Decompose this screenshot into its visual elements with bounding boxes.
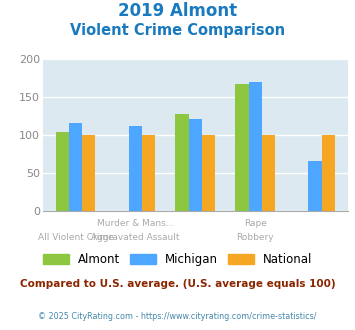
Bar (175, 114, 189, 211)
Bar (235, 84, 248, 211)
Bar (129, 126, 142, 211)
Bar (262, 135, 275, 211)
Bar (248, 82, 262, 211)
Bar (322, 135, 335, 211)
Bar (69, 123, 82, 211)
Text: Murder & Mans...: Murder & Mans... (97, 219, 174, 228)
Bar (308, 161, 322, 211)
Bar (56, 132, 69, 211)
Text: Violent Crime Comparison: Violent Crime Comparison (70, 23, 285, 38)
Bar (202, 135, 215, 211)
Text: Robbery: Robbery (236, 233, 274, 242)
Legend: Almont, Michigan, National: Almont, Michigan, National (38, 248, 317, 271)
Text: 2019 Almont: 2019 Almont (118, 2, 237, 20)
Bar (142, 135, 155, 211)
Text: Aggravated Assault: Aggravated Assault (91, 233, 180, 242)
Text: All Violent Crime: All Violent Crime (38, 233, 113, 242)
Text: Rape: Rape (244, 219, 267, 228)
Bar (82, 135, 95, 211)
Text: © 2025 CityRating.com - https://www.cityrating.com/crime-statistics/: © 2025 CityRating.com - https://www.city… (38, 312, 317, 321)
Bar (189, 118, 202, 211)
Text: Compared to U.S. average. (U.S. average equals 100): Compared to U.S. average. (U.S. average … (20, 279, 335, 289)
